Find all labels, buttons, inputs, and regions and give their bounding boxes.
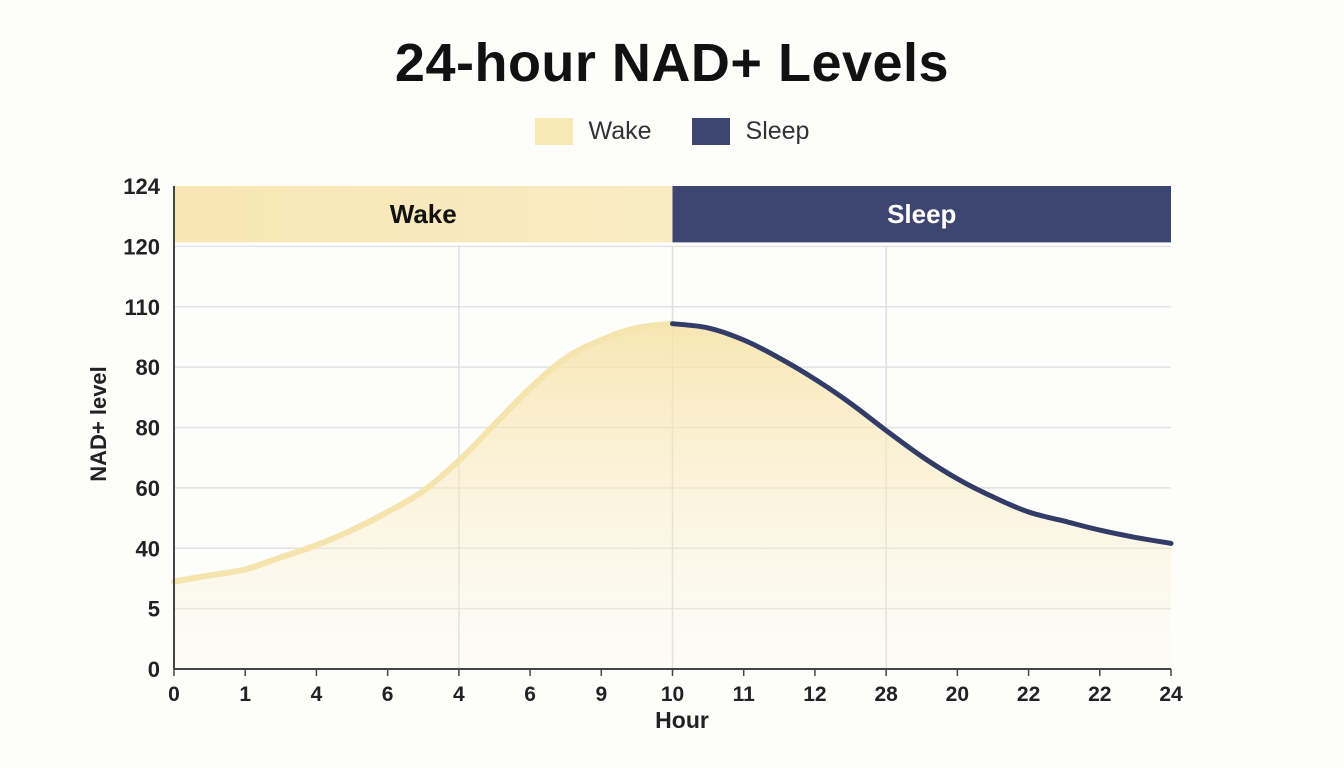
- phase-band-label-wake: Wake: [390, 199, 457, 229]
- y-tick-label: 40: [136, 536, 160, 561]
- y-tick-label: 120: [123, 234, 160, 259]
- legend-swatch-wake: [534, 118, 573, 145]
- legend-label-sleep: Sleep: [745, 117, 810, 145]
- x-tick-label: 10: [661, 683, 684, 706]
- area-fill: [174, 323, 1171, 669]
- series-lines: [171, 320, 1174, 585]
- legend-label-wake: Wake: [588, 117, 652, 145]
- x-tick-label: 22: [1017, 683, 1040, 706]
- x-tick-label: 9: [595, 683, 607, 706]
- x-tick-label: 28: [874, 683, 898, 706]
- y-tick-label: 110: [125, 295, 161, 320]
- y-tick-label: 80: [136, 416, 160, 441]
- phase-band-wake: [174, 186, 673, 243]
- y-tick-label: 124: [123, 174, 160, 199]
- x-tick-label: 4: [453, 683, 465, 706]
- x-tick-label: 24: [1159, 683, 1183, 706]
- area-under-curve: [174, 323, 1171, 669]
- y-tick-label: 0: [148, 657, 160, 682]
- legend-item-sleep: Sleep: [691, 117, 810, 146]
- legend: Wake Sleep: [0, 117, 1344, 146]
- x-axis-label: Hour: [655, 707, 709, 733]
- x-tick-label: 12: [803, 683, 826, 706]
- axes: 0 1 4 6 4 6 9 10 11 12 28 20 22 22 24 0 5 40 60 80 80 110 120 1…: [123, 174, 1183, 706]
- y-tick-label: 60: [136, 476, 160, 501]
- x-tick-label: 4: [311, 683, 323, 706]
- phase-band-label-sleep: Sleep: [887, 199, 956, 229]
- phase-bands: Wake Sleep: [174, 186, 1171, 243]
- x-tick-label: 6: [382, 683, 394, 706]
- series-line-wake: [171, 320, 676, 585]
- y-tick-label: 80: [136, 355, 160, 380]
- x-tick-label: 6: [524, 683, 536, 706]
- x-tick-label: 22: [1088, 683, 1111, 706]
- phase-band-sleep: [672, 186, 1171, 243]
- x-tick-label: 20: [946, 683, 969, 706]
- x-tick-label: 0: [168, 683, 180, 706]
- x-tick-label: 1: [239, 683, 251, 706]
- x-tick-label: 11: [733, 683, 756, 706]
- y-tick-label: 5: [148, 597, 160, 622]
- series-line-sleep: [670, 321, 1174, 546]
- y-axis-label: NAD+ level: [86, 366, 111, 482]
- legend-item-wake: Wake: [534, 117, 652, 146]
- legend-swatch-sleep: [691, 118, 730, 145]
- chart-title: 24-hour NAD+ Levels: [394, 33, 950, 93]
